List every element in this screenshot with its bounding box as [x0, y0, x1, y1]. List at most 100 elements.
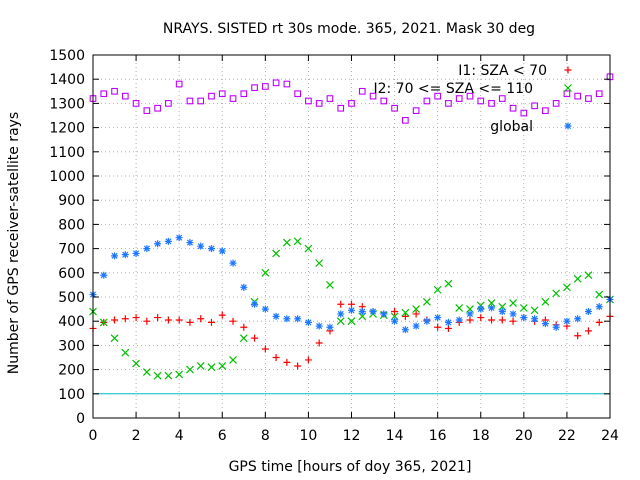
data-point	[315, 339, 323, 347]
data-point	[466, 310, 474, 318]
legend-marker	[564, 84, 572, 92]
data-point	[218, 247, 226, 255]
legend-marker	[564, 66, 572, 74]
data-point	[445, 100, 452, 107]
x-tick-label: 16	[429, 428, 447, 444]
data-point	[584, 327, 592, 335]
data-point	[132, 100, 140, 107]
data-point	[337, 310, 345, 318]
data-point	[509, 317, 517, 325]
data-point	[272, 312, 280, 320]
data-point	[229, 317, 237, 325]
data-point	[326, 323, 334, 331]
data-point	[229, 259, 237, 267]
legend: I1: SZA < 70 I2: 70 <= SZA <= 110 global	[373, 63, 572, 135]
data-point	[348, 100, 355, 107]
data-point	[444, 318, 452, 326]
data-point	[240, 323, 248, 331]
x-tick-label: 22	[558, 428, 576, 444]
x-tick-label: 4	[175, 428, 184, 444]
data-point	[434, 92, 442, 100]
data-point	[401, 308, 410, 317]
data-point	[261, 345, 269, 353]
data-point	[412, 310, 420, 318]
data-point	[315, 259, 324, 268]
y-tick-label: 1100	[49, 145, 85, 161]
data-point	[239, 334, 248, 343]
data-point	[294, 362, 302, 370]
data-point	[412, 322, 420, 330]
data-point	[391, 317, 399, 325]
data-point	[401, 312, 409, 320]
data-point	[531, 315, 539, 323]
data-point	[197, 315, 205, 323]
data-point	[142, 368, 151, 376]
data-point	[541, 297, 550, 306]
data-point	[208, 92, 215, 100]
data-point	[584, 271, 593, 280]
y-tick-label: 700	[58, 242, 85, 258]
data-point	[304, 356, 312, 364]
data-point	[143, 107, 151, 115]
data-point	[143, 245, 151, 253]
data-point	[423, 97, 431, 105]
data-point	[541, 320, 549, 328]
data-point	[563, 317, 571, 325]
data-point	[100, 271, 108, 279]
data-point	[595, 303, 603, 311]
data-point	[444, 279, 453, 288]
data-point	[283, 80, 291, 88]
x-tick-label: 20	[515, 428, 533, 444]
data-point	[498, 316, 506, 324]
data-point	[477, 305, 485, 313]
x-tick-label: 18	[472, 428, 490, 444]
legend-label: global	[490, 119, 533, 135]
data-point	[175, 234, 183, 242]
data-point	[207, 318, 215, 326]
legend-label: I1: SZA < 70	[458, 63, 547, 79]
data-point	[326, 280, 334, 289]
x-tick-label: 10	[300, 428, 318, 444]
data-point	[477, 314, 485, 322]
y-axis-label: Number of GPS receiver-satellite rays	[6, 112, 22, 374]
data-point	[391, 104, 398, 112]
series-1	[89, 237, 614, 380]
data-point	[595, 318, 603, 326]
data-point	[552, 323, 560, 331]
data-point	[488, 100, 495, 107]
y-tick-label: 800	[58, 217, 85, 233]
y-tick-label: 100	[58, 387, 85, 403]
y-tick-label: 0	[76, 411, 85, 427]
data-point	[143, 317, 151, 325]
data-point	[336, 317, 345, 326]
data-point	[455, 303, 464, 312]
series-layer	[89, 73, 614, 380]
legend-label: I2: 70 <= SZA <= 110	[373, 81, 533, 97]
y-tick-label: 200	[58, 363, 85, 379]
data-point	[531, 102, 538, 110]
data-point	[261, 305, 269, 313]
data-point	[369, 92, 377, 100]
data-point	[509, 310, 517, 318]
data-point	[165, 100, 172, 107]
data-point	[261, 83, 269, 90]
x-tick-label: 0	[89, 428, 98, 444]
data-point	[315, 100, 323, 107]
y-tick-label: 1000	[49, 169, 85, 185]
data-point	[519, 303, 528, 312]
y-tick-label: 1200	[49, 121, 85, 137]
data-point	[100, 90, 108, 98]
data-point	[326, 95, 334, 102]
data-point	[444, 324, 452, 332]
data-point	[509, 299, 517, 307]
data-point	[218, 90, 226, 98]
x-tick-label: 12	[343, 428, 361, 444]
data-point	[304, 318, 312, 326]
data-point	[304, 244, 313, 253]
data-point	[164, 371, 173, 380]
data-point	[412, 107, 420, 115]
data-point	[348, 300, 355, 308]
data-point	[132, 359, 141, 368]
